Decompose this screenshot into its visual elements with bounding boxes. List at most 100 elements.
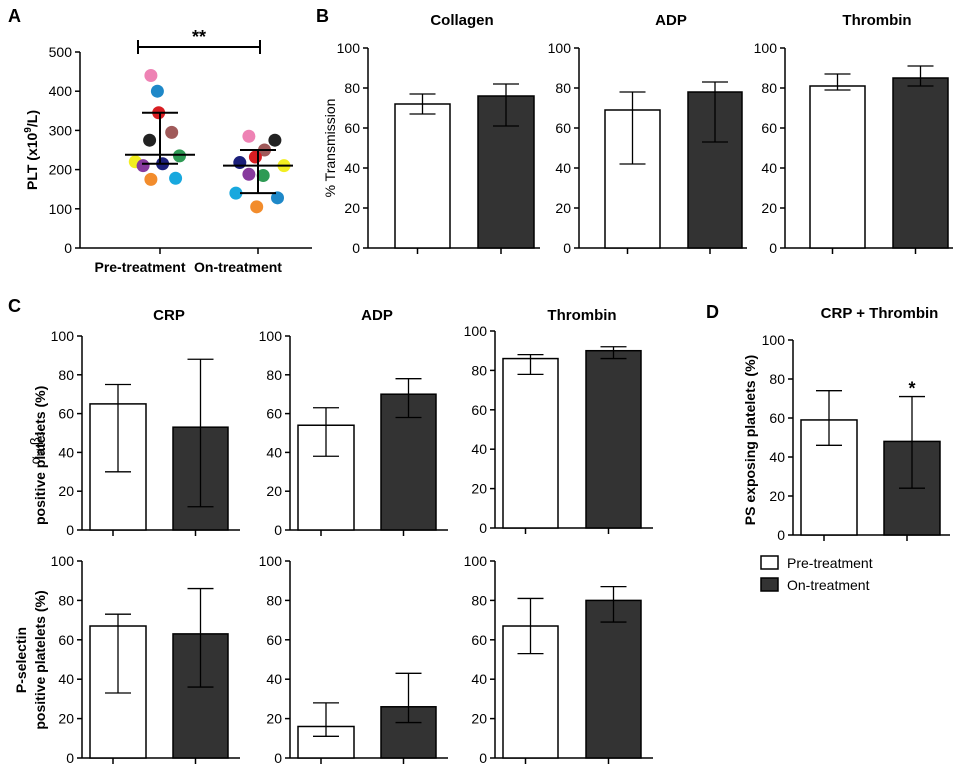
d-title: CRP + Thrombin bbox=[821, 305, 939, 322]
legend-swatch-on bbox=[760, 577, 779, 592]
c3-ytick-label-0: 0 bbox=[479, 520, 487, 536]
c2-ytick-label-20: 20 bbox=[266, 483, 282, 499]
c1-ytick-label-40: 40 bbox=[58, 444, 74, 460]
a-point-0-1 bbox=[150, 84, 164, 98]
b1-ytick-label-80: 80 bbox=[344, 80, 360, 96]
c3-ytick-label-60: 60 bbox=[471, 402, 487, 418]
d-ytick-label-80: 80 bbox=[769, 371, 785, 387]
c1-ytick-label-100: 100 bbox=[51, 328, 75, 344]
a-point-0-9 bbox=[144, 172, 158, 186]
c6-ytick-label-20: 20 bbox=[471, 711, 487, 727]
c2-ytick-label-100: 100 bbox=[259, 328, 283, 344]
a-point-0-5 bbox=[173, 149, 186, 163]
b3-ytick-label-40: 40 bbox=[761, 160, 777, 176]
a-ytick-label-100: 100 bbox=[49, 201, 73, 217]
svg-text:αIIbβ3: αIIbβ3 bbox=[27, 431, 47, 464]
c1-title: CRP bbox=[153, 307, 185, 324]
c6-ytick-label-40: 40 bbox=[471, 671, 487, 687]
a-ytick-label-200: 200 bbox=[49, 162, 73, 178]
b2-title: ADP bbox=[655, 12, 687, 29]
b1-ytick-label-20: 20 bbox=[344, 200, 360, 216]
c1-ytick-label-0: 0 bbox=[66, 522, 74, 538]
d-ytick-label-20: 20 bbox=[769, 488, 785, 504]
a-ytick-label-300: 300 bbox=[49, 122, 73, 138]
c1-ytick-label-80: 80 bbox=[58, 367, 74, 383]
c1-ytick-label-60: 60 bbox=[58, 406, 74, 422]
c2-bar-1 bbox=[380, 393, 437, 531]
c5-ytick-label-40: 40 bbox=[266, 671, 282, 687]
b2-ytick-label-100: 100 bbox=[548, 40, 572, 56]
b1-title: Collagen bbox=[430, 12, 493, 29]
a-ylabel: PLT (x109/L) bbox=[23, 110, 40, 190]
c4-ylabel: P-selectin bbox=[13, 627, 29, 693]
a-point-1-1 bbox=[268, 133, 282, 147]
panel-letter-d: D bbox=[706, 302, 719, 322]
alpha-iib-beta3-label: αIIbβ3 bbox=[27, 431, 47, 464]
c3-ytick-label-20: 20 bbox=[471, 481, 487, 497]
d-ytick-label-60: 60 bbox=[769, 410, 785, 426]
a-point-1-4 bbox=[233, 156, 247, 170]
alpha-glyph: α bbox=[27, 456, 43, 464]
legend: Pre-treatment On-treatment bbox=[760, 555, 873, 593]
c4-ylabel2: positive platelets (%) bbox=[32, 590, 48, 729]
beta-glyph: β bbox=[27, 437, 43, 445]
c1-ytick-label-20: 20 bbox=[58, 483, 74, 499]
c4-ytick-label-60: 60 bbox=[58, 632, 74, 648]
b2-ytick-label-40: 40 bbox=[555, 160, 571, 176]
b1-ytick-label-100: 100 bbox=[337, 40, 361, 56]
a-point-1-6 bbox=[242, 167, 256, 181]
b1-ytick-label-0: 0 bbox=[352, 240, 360, 256]
b2-ytick-label-60: 60 bbox=[555, 120, 571, 136]
c4-ytick-label-20: 20 bbox=[58, 711, 74, 727]
c6-ytick-label-100: 100 bbox=[464, 553, 488, 569]
a-point-0-10 bbox=[169, 171, 183, 185]
three-subscript: 3 bbox=[36, 431, 47, 437]
a-point-1-10 bbox=[250, 200, 264, 214]
c4-ytick-label-100: 100 bbox=[51, 553, 75, 569]
b1-ytick-label-60: 60 bbox=[344, 120, 360, 136]
b3-ytick-label-80: 80 bbox=[761, 80, 777, 96]
c6-ytick-label-0: 0 bbox=[479, 750, 487, 766]
a-ytick-label-400: 400 bbox=[49, 83, 73, 99]
c5-ytick-label-60: 60 bbox=[266, 632, 282, 648]
a-point-1-9 bbox=[271, 191, 284, 205]
d-ytick-label-40: 40 bbox=[769, 449, 785, 465]
b2-ytick-label-80: 80 bbox=[555, 80, 571, 96]
c3-ytick-label-40: 40 bbox=[471, 441, 487, 457]
a-point-1-0 bbox=[242, 129, 256, 143]
c5-ytick-label-100: 100 bbox=[259, 553, 283, 569]
c3-ytick-label-80: 80 bbox=[471, 362, 487, 378]
a-ytick-label-0: 0 bbox=[64, 240, 72, 256]
a-point-0-3 bbox=[165, 125, 179, 139]
c6-ytick-label-80: 80 bbox=[471, 592, 487, 608]
c2-title: ADP bbox=[361, 307, 393, 324]
a-point-0-4 bbox=[143, 133, 157, 147]
a-point-0-7 bbox=[136, 159, 150, 173]
b1-ytick-label-40: 40 bbox=[344, 160, 360, 176]
b3-bar-0 bbox=[809, 85, 866, 249]
a-point-1-8 bbox=[229, 186, 243, 200]
legend-label-on: On-treatment bbox=[787, 577, 870, 593]
d-ytick-label-100: 100 bbox=[762, 332, 786, 348]
b3-ytick-label-0: 0 bbox=[769, 240, 777, 256]
b3-ytick-label-100: 100 bbox=[754, 40, 778, 56]
panel-letter-c: C bbox=[8, 296, 21, 316]
c6-ytick-label-60: 60 bbox=[471, 632, 487, 648]
c2-ytick-label-80: 80 bbox=[266, 367, 282, 383]
c3-ytick-label-100: 100 bbox=[464, 323, 488, 339]
c5-ytick-label-0: 0 bbox=[274, 750, 282, 766]
a-category-1: On-treatment bbox=[194, 259, 282, 275]
c4-ytick-label-40: 40 bbox=[58, 671, 74, 687]
a-category-0: Pre-treatment bbox=[94, 259, 185, 275]
legend-swatch-pre bbox=[760, 555, 779, 570]
d-significance: * bbox=[908, 379, 915, 399]
c5-ytick-label-20: 20 bbox=[266, 711, 282, 727]
a-point-1-3 bbox=[248, 150, 262, 164]
d-ytick-label-0: 0 bbox=[777, 527, 785, 543]
b2-ytick-label-20: 20 bbox=[555, 200, 571, 216]
d-ylabel: PS exposing platelets (%) bbox=[742, 355, 758, 525]
c3-title: Thrombin bbox=[547, 307, 616, 324]
b1-ylabel: % Transmission bbox=[322, 99, 338, 198]
c4-ytick-label-0: 0 bbox=[66, 750, 74, 766]
